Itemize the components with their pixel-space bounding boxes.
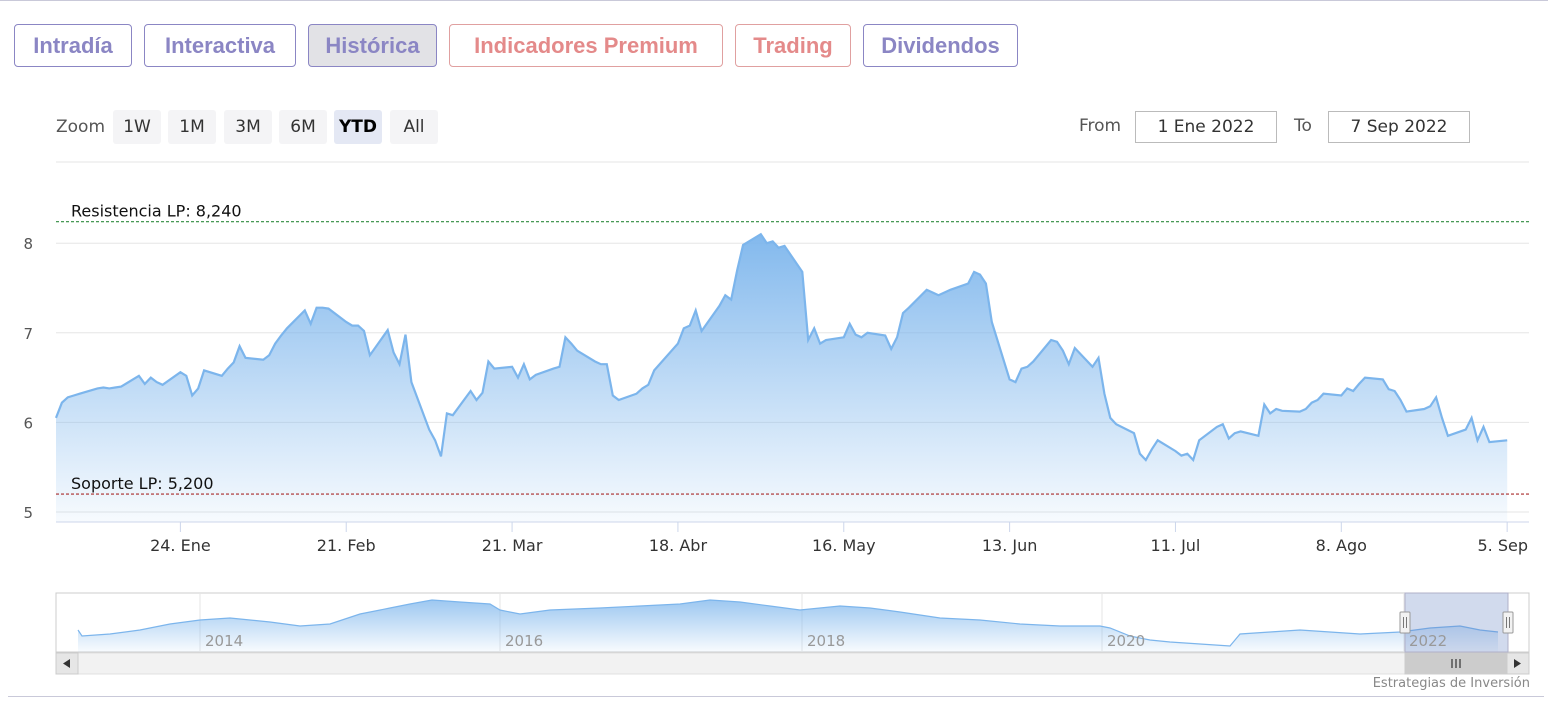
scroll-left-arrow-icon	[63, 659, 70, 668]
zoom-all-button[interactable]: All	[390, 110, 438, 144]
x-tick-label: 8. Ago	[1316, 536, 1367, 555]
scroll-right-arrow-icon	[1514, 659, 1521, 668]
navigator-year-label: 2022	[1409, 632, 1447, 650]
x-tick-label: 16. May	[812, 536, 876, 555]
navigator-year-label: 2018	[807, 632, 845, 650]
bottom-border	[8, 696, 1544, 697]
to-label: To	[1294, 116, 1312, 136]
navigator-year-label: 2020	[1107, 632, 1145, 650]
top-border	[0, 0, 1548, 1]
x-tick-label: 11. Jul	[1151, 536, 1201, 555]
tab-dividendos[interactable]: Dividendos	[863, 24, 1018, 67]
zoom-ytd-button[interactable]: YTD	[334, 110, 382, 144]
tab-interactiva[interactable]: Interactiva	[144, 24, 296, 67]
y-tick-label: 8	[23, 235, 33, 253]
scrollbar-thumb[interactable]	[1404, 652, 1508, 675]
price-area-fill	[56, 234, 1508, 522]
navigator-line	[77, 599, 1499, 647]
zoom-3m-button[interactable]: 3M	[224, 110, 272, 144]
scrollbar-left-button[interactable]	[55, 652, 79, 675]
scrollbar-right-button[interactable]	[1506, 652, 1530, 675]
plot-line-label: Resistencia LP: 8,240	[71, 202, 242, 221]
scrollbar-track[interactable]	[55, 652, 1530, 675]
zoom-6m-button[interactable]: 6M	[279, 110, 327, 144]
y-axis-labels: 5 6 7 8	[23, 235, 33, 522]
y-gridlines	[56, 242, 1529, 513]
to-date-input[interactable]: 7 Sep 2022	[1328, 111, 1470, 143]
navigator-handle-left[interactable]	[1399, 611, 1411, 634]
support-resistance-lines: Resistencia LP: 8,240 Soporte LP: 5,200	[56, 202, 1529, 495]
x-tick-label: 21. Feb	[317, 536, 376, 555]
x-tick-label: 24. Ene	[150, 536, 211, 555]
navigator: 2014 2016 2018 2020 2022	[55, 592, 1530, 675]
zoom-1m-button[interactable]: 1M	[168, 110, 216, 144]
tab-intradia[interactable]: Intradía	[14, 24, 132, 67]
x-axis-labels: 24. Ene 21. Feb 21. Mar 18. Abr 16. May 13. J…	[150, 522, 1528, 555]
navigator-year-label: 2014	[205, 632, 243, 650]
tab-historica[interactable]: Histórica	[308, 24, 437, 67]
tab-trading[interactable]: Trading	[735, 24, 851, 67]
plot-line-label: Soporte LP: 5,200	[71, 474, 214, 493]
x-tick-label: 13. Jun	[982, 536, 1038, 555]
navigator-year-label: 2016	[505, 632, 543, 650]
credits-label[interactable]: Estrategias de Inversión	[1372, 676, 1530, 691]
tab-indicadores-premium[interactable]: Indicadores Premium	[449, 24, 723, 67]
y-tick-label: 5	[23, 504, 33, 522]
price-line	[54, 232, 1508, 463]
from-date-input[interactable]: 1 Ene 2022	[1135, 111, 1277, 143]
navigator-frame	[55, 592, 1530, 653]
navigator-area	[78, 600, 1498, 652]
navigator-handle-right[interactable]	[1502, 611, 1514, 634]
x-tick-label: 18. Abr	[649, 536, 708, 555]
y-tick-label: 7	[23, 325, 33, 343]
x-tick-label: 5. Sep	[1477, 536, 1528, 555]
zoom-label: Zoom	[56, 117, 106, 137]
from-label: From	[1079, 116, 1122, 136]
zoom-1w-button[interactable]: 1W	[113, 110, 161, 144]
x-tick-label: 21. Mar	[482, 536, 543, 555]
y-tick-label: 6	[23, 414, 33, 432]
navigator-selection	[1404, 592, 1509, 653]
